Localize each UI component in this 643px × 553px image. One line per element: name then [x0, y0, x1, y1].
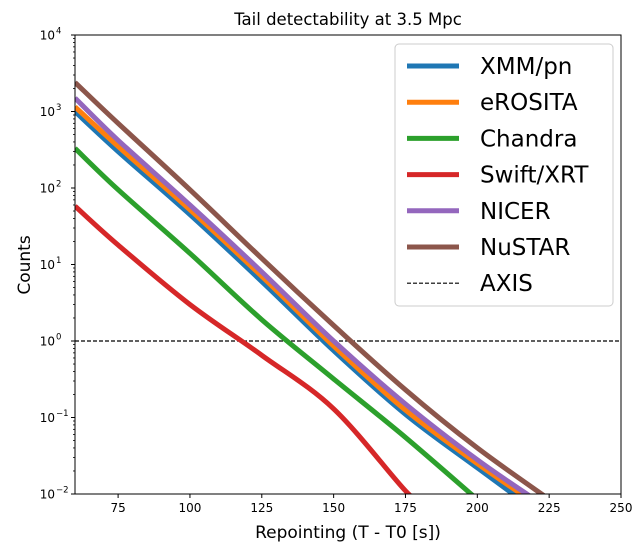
series-line-swift-xrt: [75, 204, 413, 494]
legend: XMM/pn eROSITA Chandra Swift/XRT NICER NuSTAR…: [394, 43, 614, 307]
legend-label-nustar: NuSTAR: [480, 235, 570, 261]
legend-label-erosita: eROSITA: [480, 90, 578, 116]
series-line-nustar: [75, 80, 546, 494]
y-tick-exponent: 0: [56, 333, 61, 343]
y-tick-exponent: 4: [56, 27, 61, 37]
legend-label-chandra: Chandra: [480, 126, 577, 152]
x-tick-label: 175: [394, 501, 417, 515]
legend-label-axis: AXIS: [480, 271, 533, 297]
x-tick-label: 225: [538, 501, 561, 515]
y-tick-exponent: 1: [56, 256, 61, 266]
y-tick-exponent: 2: [56, 180, 61, 190]
y-tick-label: 10: [40, 411, 55, 425]
x-tick-label: 250: [610, 501, 633, 515]
chart-title: Tail detectability at 3.5 Mpc: [233, 10, 462, 29]
x-tick-label: 125: [250, 501, 273, 515]
series-line-chandra: [75, 146, 475, 494]
x-tick-label: 100: [178, 501, 201, 515]
x-axis: 75 100 125 150 175 200 225 250: [110, 494, 632, 515]
plot-area: [75, 80, 621, 494]
y-tick-label: 10: [40, 182, 55, 196]
series-line-nicer: [75, 96, 532, 494]
y-tick-exponent: 3: [56, 103, 61, 113]
x-tick-label: 75: [110, 501, 125, 515]
legend-label-swift-xrt: Swift/XRT: [480, 163, 589, 189]
x-tick-label: 200: [466, 501, 489, 515]
y-tick-label: 10: [40, 29, 55, 43]
y-tick-label: 10: [40, 105, 55, 119]
y-tick-label: 10: [40, 258, 55, 272]
legend-box: [394, 43, 614, 307]
x-tick-label: 150: [322, 501, 345, 515]
y-tick-label: 10: [40, 488, 55, 502]
y-tick-exponent: −2: [56, 486, 69, 496]
legend-label-xmm-pn: XMM/pn: [480, 54, 572, 80]
y-axis-label: Counts: [15, 235, 35, 294]
series-line-erosita: [75, 105, 526, 494]
y-tick-exponent: −1: [56, 409, 69, 419]
y-tick-label: 10: [40, 335, 55, 349]
legend-label-nicer: NICER: [480, 199, 551, 225]
series-line-xmm-pn: [75, 109, 518, 494]
x-axis-label: Repointing (T - T0 [s]): [255, 523, 441, 543]
